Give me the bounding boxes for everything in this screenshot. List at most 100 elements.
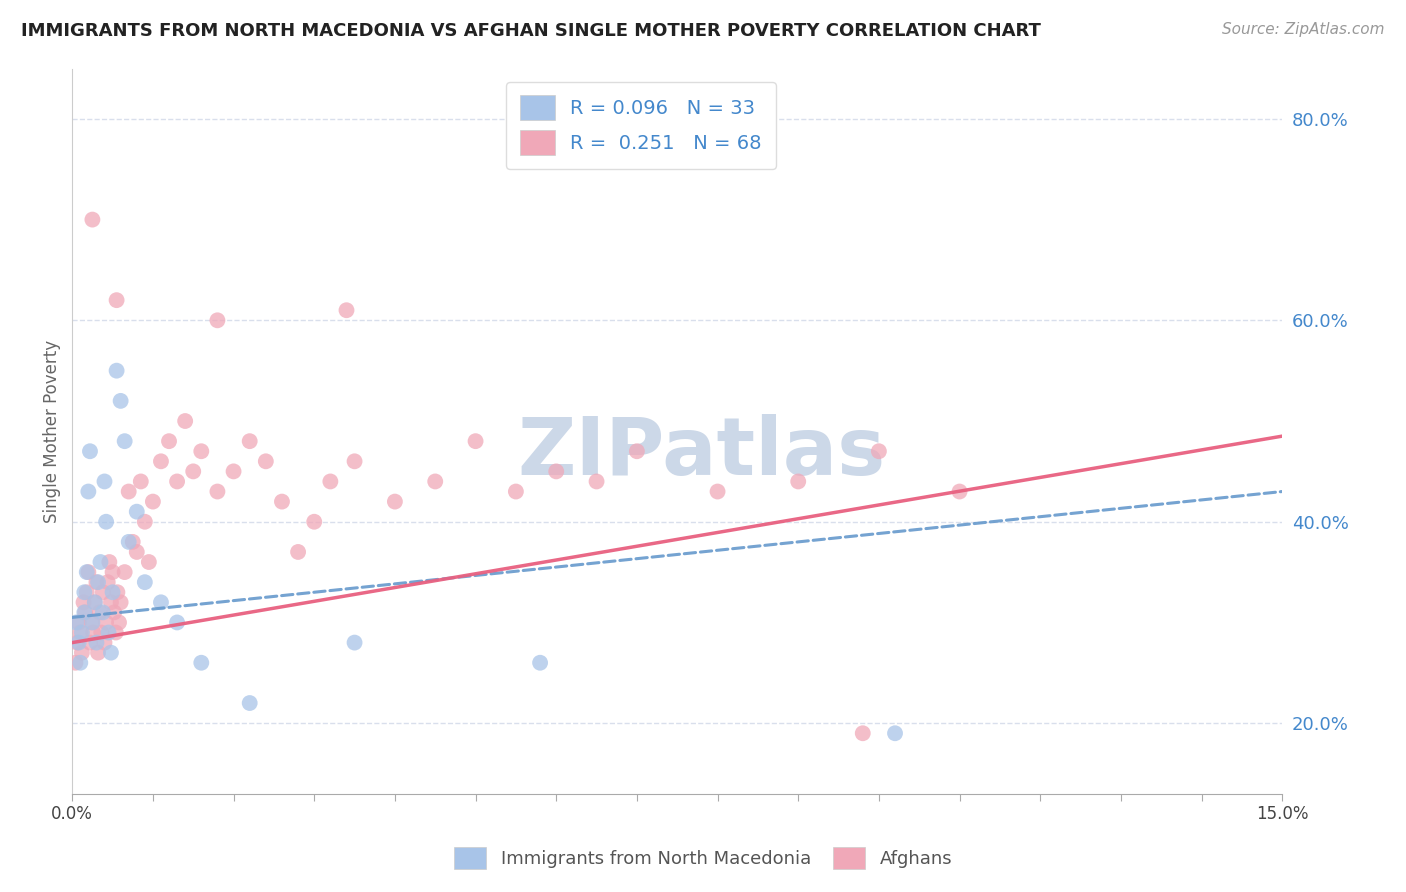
Point — [70, 646, 93, 660]
Point — [464, 434, 486, 449]
Point — [73, 585, 96, 599]
Point — [66, 635, 89, 649]
Point — [425, 475, 447, 489]
Point — [80, 615, 103, 630]
Text: Source: ZipAtlas.com: Source: ZipAtlas.com — [1222, 22, 1385, 37]
Point — [319, 475, 342, 489]
Text: IMMIGRANTS FROM NORTH MACEDONIA VS AFGHAN SINGLE MOTHER POVERTY CORRELATION CHAR: IMMIGRANTS FROM NORTH MACEDONIA VS AFGHA… — [21, 22, 1040, 40]
Point — [157, 434, 180, 449]
Point — [384, 494, 406, 508]
Point — [79, 444, 101, 458]
Point — [129, 475, 152, 489]
Point — [190, 656, 212, 670]
Point — [93, 635, 115, 649]
Point — [79, 635, 101, 649]
Point — [82, 212, 104, 227]
Point — [546, 464, 568, 478]
Point — [190, 444, 212, 458]
Point — [114, 434, 136, 449]
Point — [114, 565, 136, 579]
Point — [118, 484, 141, 499]
Point — [105, 364, 128, 378]
Point — [207, 313, 229, 327]
Point — [585, 475, 607, 489]
Point — [87, 646, 110, 660]
Point — [181, 464, 204, 478]
Legend: R = 0.096   N = 33, R =  0.251   N = 68: R = 0.096 N = 33, R = 0.251 N = 68 — [506, 82, 776, 169]
Point — [87, 575, 110, 590]
Point — [94, 515, 117, 529]
Point — [110, 393, 132, 408]
Point — [89, 555, 111, 569]
Point — [948, 484, 970, 499]
Point — [69, 656, 91, 670]
Point — [86, 575, 108, 590]
Point — [83, 595, 105, 609]
Point — [239, 696, 262, 710]
Point — [91, 606, 114, 620]
Point — [100, 646, 122, 660]
Point — [65, 615, 87, 630]
Point — [75, 606, 97, 620]
Point — [222, 464, 245, 478]
Point — [505, 484, 527, 499]
Point — [100, 595, 122, 609]
Point — [76, 585, 98, 599]
Point — [90, 625, 112, 640]
Point — [787, 475, 810, 489]
Point — [287, 545, 309, 559]
Point — [121, 534, 143, 549]
Point — [77, 484, 100, 499]
Point — [101, 565, 124, 579]
Point — [91, 585, 114, 599]
Point — [83, 595, 105, 609]
Point — [884, 726, 907, 740]
Point — [529, 656, 551, 670]
Text: ZIPatlas: ZIPatlas — [517, 414, 886, 491]
Point — [82, 615, 104, 630]
Point — [254, 454, 277, 468]
Point — [138, 555, 160, 569]
Point — [65, 656, 87, 670]
Point — [706, 484, 728, 499]
Point — [72, 595, 94, 609]
Point — [149, 595, 172, 609]
Point — [104, 625, 127, 640]
Point — [166, 615, 188, 630]
Point — [110, 595, 132, 609]
Legend: Immigrants from North Macedonia, Afghans: Immigrants from North Macedonia, Afghans — [444, 838, 962, 879]
Point — [142, 494, 165, 508]
Point — [108, 615, 131, 630]
Point — [98, 555, 121, 569]
Point — [67, 635, 90, 649]
Point — [82, 625, 104, 640]
Point — [93, 475, 115, 489]
Point — [343, 454, 366, 468]
Point — [302, 515, 325, 529]
Point — [89, 606, 111, 620]
Point — [149, 454, 172, 468]
Point — [271, 494, 294, 508]
Point — [868, 444, 890, 458]
Point — [105, 293, 128, 308]
Point — [852, 726, 875, 740]
Point — [166, 475, 188, 489]
Point — [97, 575, 120, 590]
Point — [107, 585, 129, 599]
Point — [101, 585, 124, 599]
Point — [134, 515, 156, 529]
Point — [118, 534, 141, 549]
Point — [77, 565, 100, 579]
Point — [343, 635, 366, 649]
Point — [626, 444, 648, 458]
Point — [67, 615, 90, 630]
Point — [70, 625, 93, 640]
Point — [335, 303, 357, 318]
Point — [103, 606, 125, 620]
Point — [207, 484, 229, 499]
Y-axis label: Single Mother Poverty: Single Mother Poverty — [44, 340, 60, 523]
Point — [76, 565, 98, 579]
Point — [94, 615, 117, 630]
Point — [125, 505, 148, 519]
Point — [69, 625, 91, 640]
